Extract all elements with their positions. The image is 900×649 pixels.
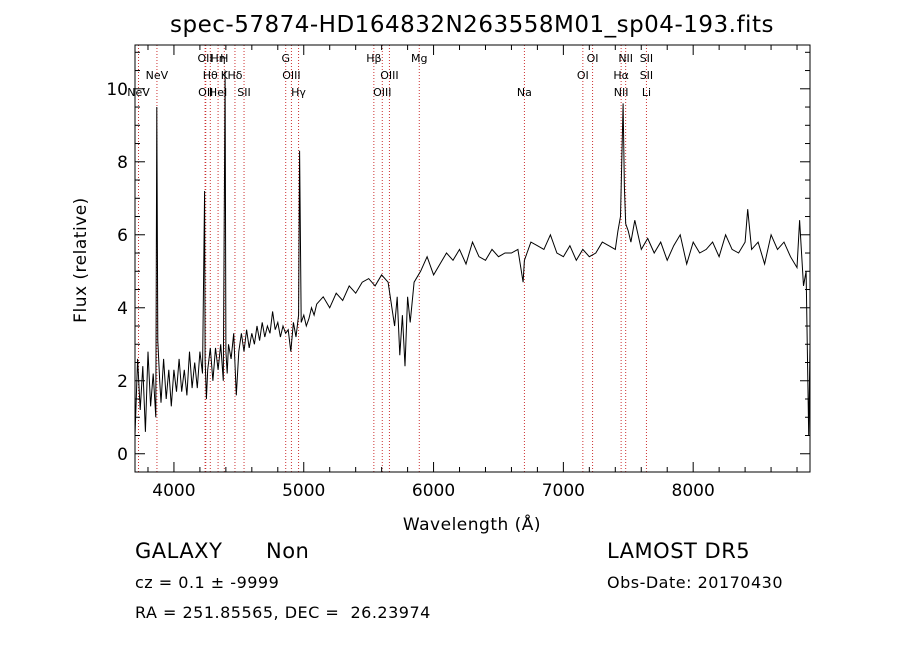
- line-label-20-0: NII: [618, 52, 633, 65]
- y-tick-label-0: 0: [117, 445, 128, 465]
- chart-title: spec-57874-HD164832N263558M01_sp04-193.f…: [170, 12, 774, 38]
- line-label-17-0: OI: [577, 69, 589, 82]
- line-label-5-0: Hη: [210, 52, 225, 65]
- coordinates: RA = 251.85565, DEC = 26.23974: [135, 603, 431, 622]
- line-label-21-1: SII: [640, 69, 653, 82]
- line-label-2-0: OII: [198, 52, 213, 65]
- line-label-13-0: OIII: [380, 69, 398, 82]
- line-label-6-0: H: [220, 52, 228, 65]
- x-tick-label-4000: 4000: [152, 481, 195, 501]
- y-tick-label-8: 8: [117, 153, 128, 173]
- line-label-1-0: NeV: [146, 69, 169, 82]
- line-label-15-0: Mg: [411, 52, 427, 65]
- line-label-12-0: Hβ: [366, 52, 381, 65]
- line-label-5-1: HeI: [209, 86, 227, 99]
- spectral-line-markers: [138, 45, 647, 472]
- line-label-11-0: Hγ: [291, 86, 306, 99]
- line-label-7-0: Hδ: [227, 69, 242, 82]
- line-label-10-0: OIII: [282, 69, 300, 82]
- line-label-21-2: Li: [642, 86, 651, 99]
- x-tick-label-6000: 6000: [412, 481, 455, 501]
- y-axis-label: Flux (relative): [71, 197, 91, 323]
- y-tick-label-10: 10: [106, 80, 128, 100]
- x-axis-label: Wavelength (Å): [403, 513, 541, 535]
- plot-frame: [134, 44, 811, 473]
- object-subclass: Non: [266, 539, 310, 563]
- x-tick-label-7000: 7000: [542, 481, 585, 501]
- y-axis-ticks: 0 2 4 6 8 10: [106, 51, 810, 465]
- y-tick-label-2: 2: [117, 372, 128, 392]
- line-label-4-0: Hθ: [203, 69, 218, 82]
- line-label-8-0: SII: [237, 86, 250, 99]
- y-tick-label-6: 6: [117, 226, 128, 246]
- line-label-0-0: NeV: [127, 86, 150, 99]
- x-tick-label-5000: 5000: [282, 481, 325, 501]
- x-axis-ticks: 4000 5000 6000 7000 8000: [147, 45, 798, 501]
- object-class: GALAXY: [135, 539, 223, 563]
- redshift-cz: cz = 0.1 ± -9999: [135, 573, 280, 592]
- spectrum-line: [134, 70, 811, 436]
- line-label-14-0: OIII: [373, 86, 391, 99]
- line-label-9-0: G: [281, 52, 290, 65]
- observation-date: Obs-Date: 20170430: [607, 573, 784, 592]
- line-label-3-0: OII: [198, 86, 213, 99]
- survey-name: LAMOST DR5: [607, 539, 751, 563]
- y-tick-label-4: 4: [117, 299, 128, 319]
- line-label-19-0: Hα: [613, 69, 629, 82]
- line-label-16-0: Na: [517, 86, 532, 99]
- line-label-18-0: OI: [587, 52, 599, 65]
- x-tick-label-8000: 8000: [672, 481, 715, 501]
- line-label-21-0: SII: [640, 52, 653, 65]
- line-label-19-1: NII: [614, 86, 629, 99]
